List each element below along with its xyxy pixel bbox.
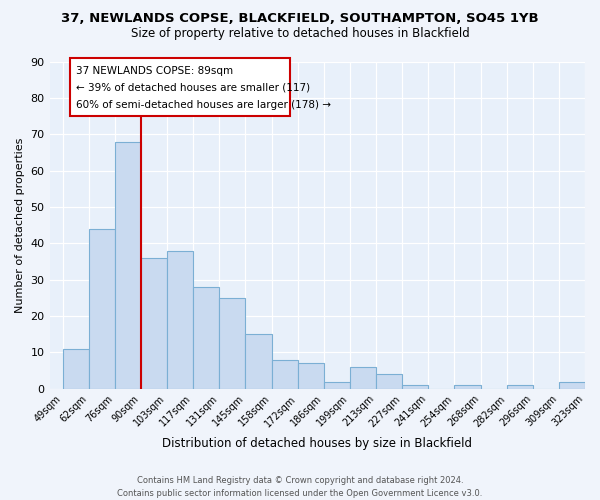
Text: Size of property relative to detached houses in Blackfield: Size of property relative to detached ho… [131,28,469,40]
Bar [298,364,324,389]
FancyBboxPatch shape [70,58,290,116]
Bar [376,374,402,389]
Text: ← 39% of detached houses are smaller (117): ← 39% of detached houses are smaller (11… [76,82,310,92]
Bar [272,360,298,389]
Text: Contains HM Land Registry data © Crown copyright and database right 2024.
Contai: Contains HM Land Registry data © Crown c… [118,476,482,498]
Bar [245,334,272,389]
Bar [506,385,533,389]
Bar [402,385,428,389]
Bar [141,258,167,389]
Y-axis label: Number of detached properties: Number of detached properties [15,138,25,313]
Bar [193,287,220,389]
Bar [350,367,376,389]
Text: 60% of semi-detached houses are larger (178) →: 60% of semi-detached houses are larger (… [76,100,331,110]
Bar [324,382,350,389]
Bar [89,229,115,389]
Text: 37, NEWLANDS COPSE, BLACKFIELD, SOUTHAMPTON, SO45 1YB: 37, NEWLANDS COPSE, BLACKFIELD, SOUTHAMP… [61,12,539,26]
X-axis label: Distribution of detached houses by size in Blackfield: Distribution of detached houses by size … [162,437,472,450]
Bar [220,298,245,389]
Bar [115,142,141,389]
Text: 37 NEWLANDS COPSE: 89sqm: 37 NEWLANDS COPSE: 89sqm [76,66,233,76]
Bar [559,382,585,389]
Bar [454,385,481,389]
Bar [167,250,193,389]
Bar [62,349,89,389]
